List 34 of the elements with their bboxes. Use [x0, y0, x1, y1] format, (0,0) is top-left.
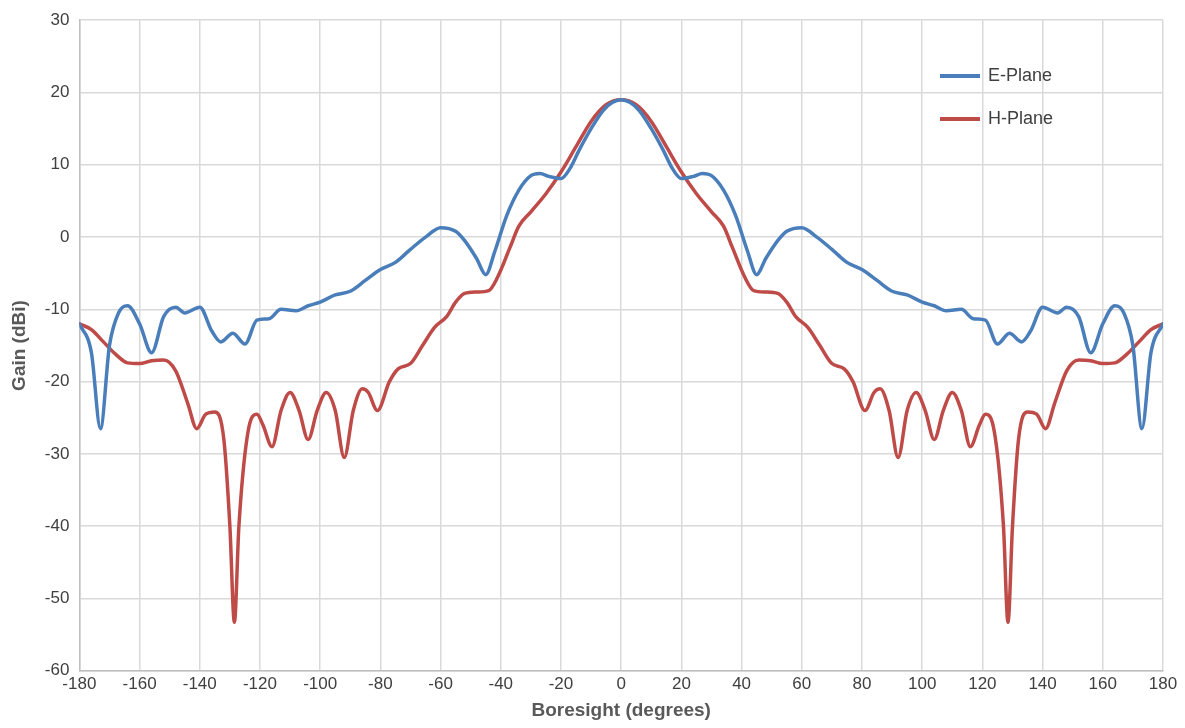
y-tick-label: -60 — [44, 660, 70, 680]
x-tick-label: -60 — [428, 673, 453, 693]
y-tick-label: 0 — [59, 226, 70, 246]
y-tick-label: 10 — [50, 154, 70, 174]
x-tick-label: -20 — [548, 673, 574, 693]
x-tick-label: -120 — [242, 673, 277, 693]
x-axis-title: Boresight (degrees) — [531, 698, 711, 720]
x-tick-label: 20 — [671, 673, 691, 693]
x-tick-label: -80 — [368, 673, 393, 693]
x-tick-label: -100 — [303, 673, 338, 693]
y-tick-label: -10 — [44, 299, 70, 319]
x-tick-label: 80 — [852, 673, 872, 693]
x-tick-label: 180 — [1148, 673, 1178, 693]
x-tick-label: 140 — [1028, 673, 1057, 693]
x-tick-label: 60 — [792, 673, 812, 693]
line-series — [79, 97, 1163, 625]
x-tick-label: 40 — [732, 673, 752, 693]
y-tick-label: -50 — [44, 588, 70, 608]
x-tick-label: -40 — [488, 673, 514, 693]
legend-label: H-Plane — [987, 108, 1053, 130]
x-tick-label: 160 — [1088, 673, 1117, 693]
x-tick-label: -160 — [122, 673, 157, 693]
x-tick-label: -140 — [182, 673, 217, 693]
y-tick-label: -20 — [44, 371, 70, 391]
x-tick-label: 100 — [908, 673, 937, 693]
x-tick-label: 120 — [968, 673, 997, 693]
y-tick-label: -40 — [44, 515, 70, 535]
legend-label: E-Plane — [987, 65, 1053, 87]
y-tick-label: -30 — [44, 443, 70, 463]
y-tick-label: 20 — [50, 82, 70, 102]
y-axis-title: Gain (dBi) — [7, 300, 29, 391]
y-tick-label: 30 — [50, 9, 70, 29]
x-tick-label: 0 — [616, 673, 626, 693]
line-series — [79, 97, 1163, 431]
